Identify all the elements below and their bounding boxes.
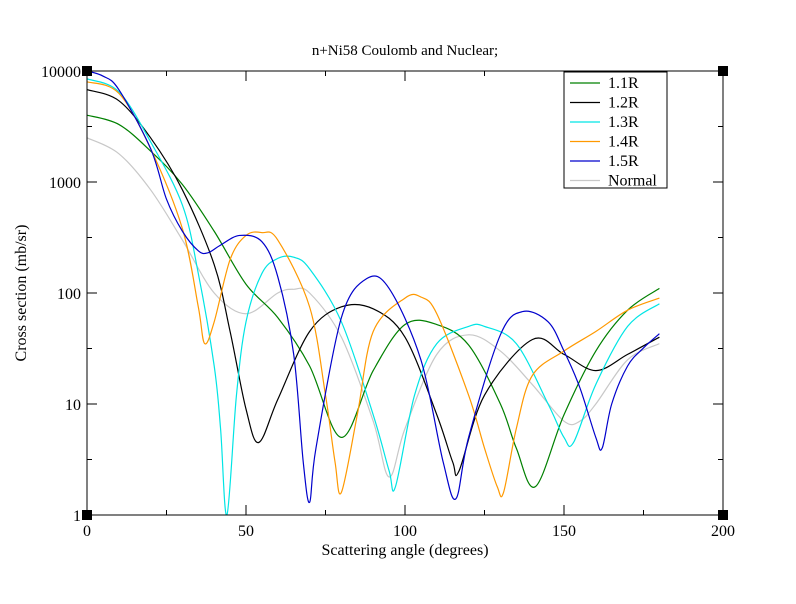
x-tick-label: 100	[393, 523, 417, 540]
y-tick-label: 100	[57, 286, 81, 303]
legend-label: 1.4R	[608, 134, 639, 151]
legend-label: 1.1R	[608, 75, 639, 92]
x-axis-ticks: 0 50 100 150 200	[83, 71, 735, 540]
legend: 1.1R 1.2R 1.3R 1.4R 1.5R Normal	[563, 71, 668, 190]
series-line-1-4r	[87, 81, 660, 498]
y-tick-label: 1000	[49, 175, 81, 192]
plot-series-group	[87, 71, 660, 515]
legend-label: 1.5R	[608, 153, 639, 170]
x-axis-title: Scattering angle (degrees)	[321, 542, 488, 559]
corner-handle-top-left[interactable]	[82, 66, 92, 76]
series-line-1-5r	[87, 71, 660, 503]
series-line-1-3r	[87, 78, 660, 515]
series-line-normal	[87, 137, 660, 478]
legend-label: 1.3R	[608, 114, 639, 131]
y-axis-title: Cross section (mb/sr)	[13, 225, 30, 362]
legend-label: 1.2R	[608, 95, 639, 112]
y-axis-ticks: 1 10 100 1000 10000	[41, 64, 723, 525]
y-tick-label: 1	[73, 508, 81, 525]
corner-handle-bottom-left[interactable]	[82, 510, 92, 520]
x-tick-label: 0	[83, 523, 91, 540]
legend-label: Normal	[608, 173, 657, 190]
y-tick-label: 10000	[41, 64, 81, 81]
chart-title: n+Ni58 Coulomb and Nuclear;	[312, 43, 498, 59]
series-line-1-2r	[87, 89, 660, 477]
x-tick-label: 150	[552, 523, 576, 540]
x-tick-label: 50	[238, 523, 254, 540]
x-tick-label: 200	[711, 523, 735, 540]
series-line-1-1r	[87, 114, 660, 488]
corner-handle-top-right[interactable]	[718, 66, 728, 76]
corner-handle-bottom-right[interactable]	[718, 510, 728, 520]
legend-box	[563, 71, 668, 189]
y-tick-label: 10	[65, 397, 81, 414]
